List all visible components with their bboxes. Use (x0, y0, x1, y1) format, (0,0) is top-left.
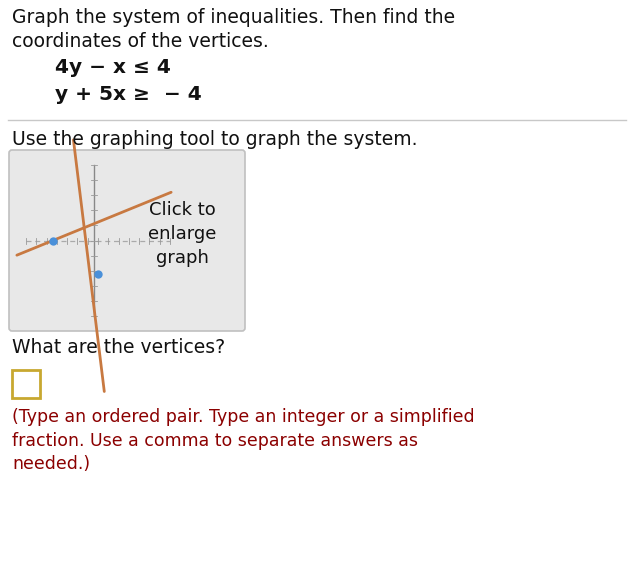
FancyBboxPatch shape (9, 150, 245, 331)
Bar (12, 370, 40, 398)
Text: (Type an ordered pair. Type an integer or a simplified: (Type an ordered pair. Type an integer o… (12, 408, 475, 426)
Text: Click to: Click to (148, 201, 216, 219)
Text: y + 5x ≥  − 4: y + 5x ≥ − 4 (55, 85, 202, 104)
Text: 4y − x ≤ 4: 4y − x ≤ 4 (55, 58, 171, 77)
Text: fraction. Use a comma to separate answers as: fraction. Use a comma to separate answer… (12, 432, 418, 450)
Text: enlarge: enlarge (148, 225, 216, 243)
Text: needed.): needed.) (12, 455, 90, 473)
Text: Graph the system of inequalities. Then find the: Graph the system of inequalities. Then f… (12, 8, 455, 27)
Text: Use the graphing tool to graph the system.: Use the graphing tool to graph the syste… (12, 130, 418, 149)
Text: What are the vertices?: What are the vertices? (12, 338, 225, 357)
Text: graph: graph (155, 249, 209, 267)
Text: coordinates of the vertices.: coordinates of the vertices. (12, 32, 269, 51)
